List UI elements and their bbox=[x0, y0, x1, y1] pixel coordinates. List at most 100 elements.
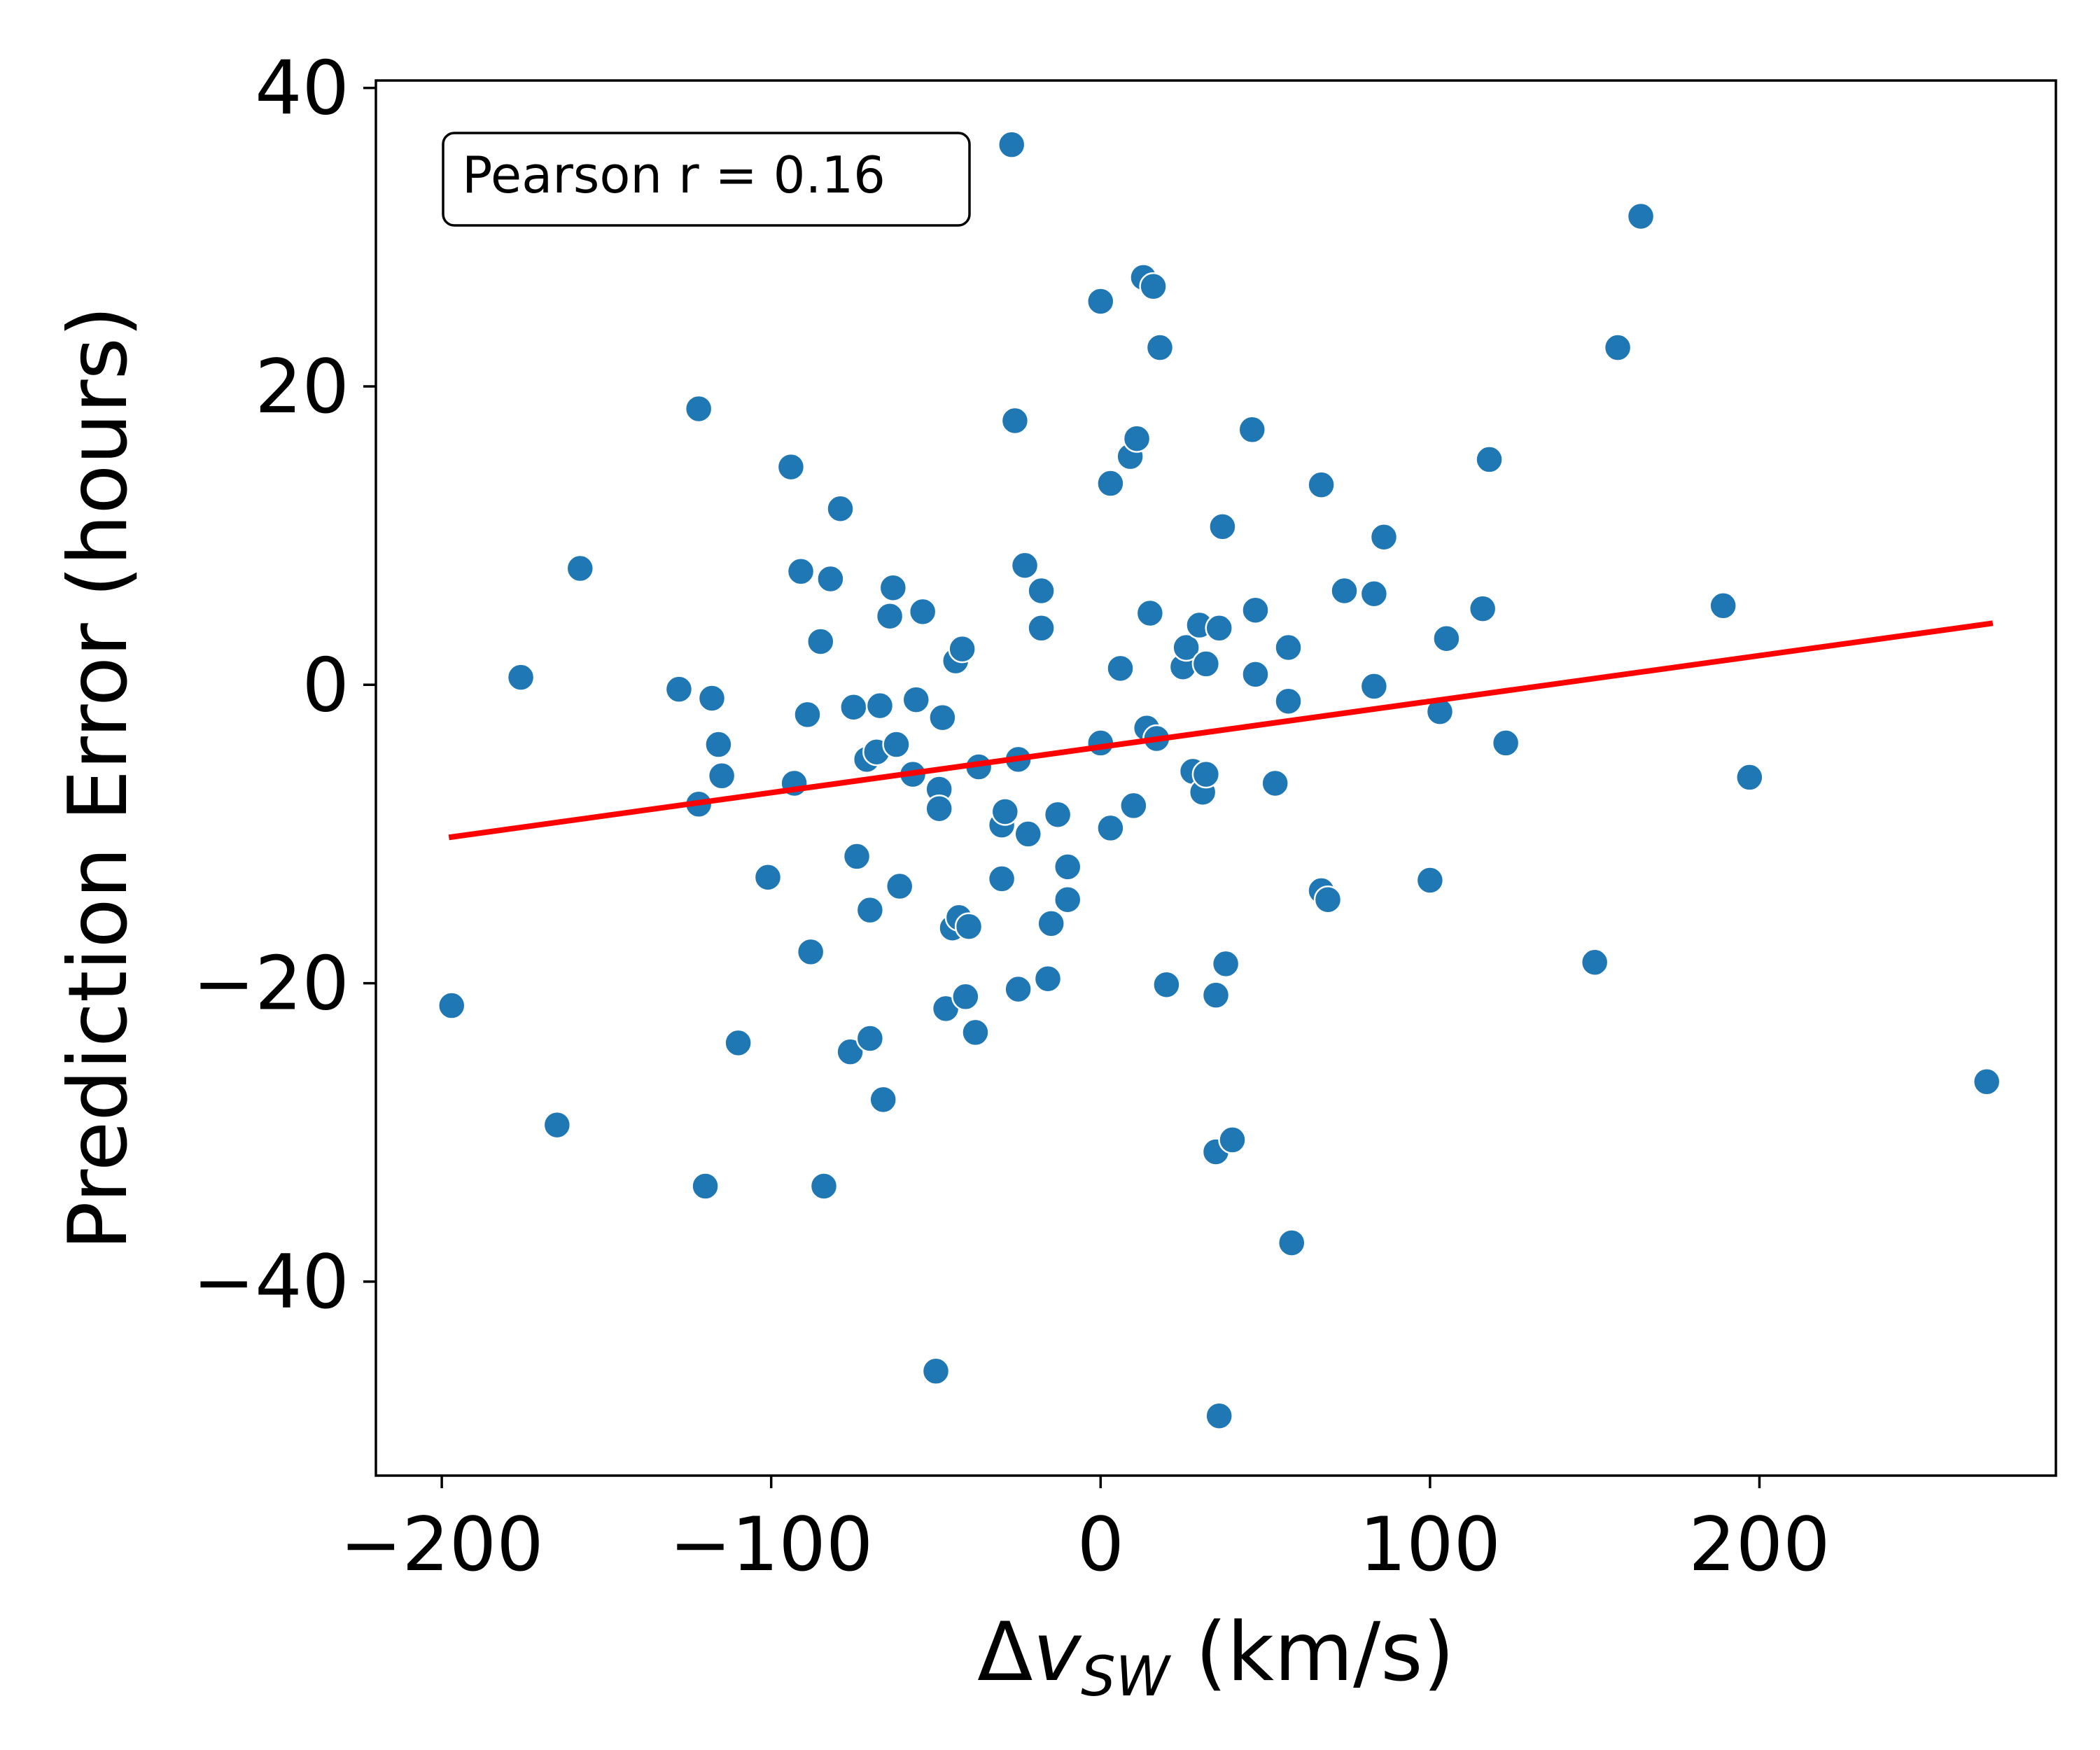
data-point bbox=[793, 700, 822, 729]
data-point bbox=[1415, 866, 1445, 895]
data-point bbox=[951, 982, 980, 1011]
data-point bbox=[842, 842, 872, 871]
data-point bbox=[1432, 624, 1461, 653]
data-point bbox=[437, 991, 466, 1020]
y-tick-label: −40 bbox=[192, 1239, 349, 1325]
data-point bbox=[1201, 981, 1231, 1009]
data-point bbox=[1274, 633, 1303, 662]
data-point bbox=[1119, 791, 1148, 820]
regression-line bbox=[448, 620, 1994, 841]
data-point bbox=[1172, 633, 1200, 662]
data-point bbox=[1152, 970, 1181, 999]
data-point bbox=[987, 864, 1016, 893]
data-point bbox=[1191, 760, 1221, 789]
x-tick-label: 0 bbox=[1077, 1502, 1124, 1588]
data-point bbox=[1027, 576, 1056, 606]
data-point bbox=[1241, 660, 1270, 689]
data-point bbox=[776, 452, 806, 482]
x-axis-label-units: (km/s) bbox=[1170, 1605, 1455, 1700]
data-point bbox=[954, 912, 983, 941]
data-point bbox=[908, 597, 937, 626]
data-point bbox=[1014, 820, 1043, 848]
data-point bbox=[1000, 406, 1030, 435]
data-point bbox=[1053, 885, 1082, 914]
data-point bbox=[1359, 580, 1389, 608]
x-tick-label: 100 bbox=[1359, 1502, 1501, 1588]
y-axis-ticks: −40 −20 0 20 40 bbox=[192, 46, 376, 1325]
data-point bbox=[1037, 909, 1065, 938]
data-point bbox=[816, 564, 845, 594]
data-point bbox=[1626, 202, 1656, 231]
data-point bbox=[1972, 1068, 2001, 1096]
data-point bbox=[806, 627, 835, 656]
data-point bbox=[1359, 672, 1389, 701]
data-point bbox=[1211, 949, 1240, 979]
x-axis-label-variable: v bbox=[1032, 1605, 1082, 1700]
pearson-annotation: Pearson r = 0.16 bbox=[442, 132, 971, 227]
data-point bbox=[506, 663, 536, 692]
data-point bbox=[839, 693, 868, 722]
data-point bbox=[566, 554, 595, 583]
data-point bbox=[1603, 333, 1632, 362]
data-point bbox=[961, 1018, 990, 1047]
data-point bbox=[1027, 614, 1056, 643]
data-point bbox=[1139, 272, 1168, 301]
data-point bbox=[1277, 1228, 1306, 1257]
data-point bbox=[684, 394, 713, 424]
y-tick-label: −20 bbox=[192, 941, 349, 1027]
data-point bbox=[948, 634, 976, 664]
data-point bbox=[1580, 948, 1609, 976]
data-point bbox=[885, 872, 914, 901]
data-point bbox=[1208, 512, 1237, 541]
data-point bbox=[786, 557, 816, 586]
data-point bbox=[724, 1028, 752, 1058]
data-point bbox=[1096, 813, 1125, 843]
data-point bbox=[882, 730, 911, 759]
y-tick-label: 20 bbox=[255, 344, 349, 430]
x-axis-label: ΔvSW (km/s) bbox=[977, 1605, 1455, 1709]
data-point bbox=[878, 573, 908, 602]
data-point bbox=[997, 130, 1026, 159]
data-point bbox=[1238, 415, 1267, 444]
y-tick-label: 40 bbox=[255, 46, 349, 132]
data-point bbox=[1330, 576, 1359, 606]
data-point bbox=[753, 862, 783, 892]
data-point bbox=[826, 494, 855, 524]
data-point bbox=[990, 797, 1020, 826]
data-point bbox=[855, 1024, 885, 1053]
data-point bbox=[707, 762, 736, 790]
data-point bbox=[902, 685, 931, 714]
data-point bbox=[1218, 1126, 1247, 1154]
data-point bbox=[664, 675, 694, 704]
data-point bbox=[1135, 598, 1165, 628]
data-point bbox=[1241, 596, 1270, 624]
annotation-box bbox=[442, 132, 971, 227]
data-point bbox=[697, 684, 727, 713]
data-point bbox=[809, 1172, 839, 1200]
data-point bbox=[1313, 885, 1343, 914]
data-point bbox=[855, 895, 885, 925]
data-point bbox=[1010, 551, 1040, 580]
annotation-text: Pearson r = 0.16 bbox=[462, 146, 886, 204]
data-point bbox=[691, 1172, 720, 1200]
data-point bbox=[1096, 469, 1125, 498]
data-point bbox=[1205, 1401, 1233, 1430]
data-point bbox=[1475, 445, 1504, 474]
data-point bbox=[925, 794, 953, 823]
data-point bbox=[1369, 523, 1399, 552]
regression-line-group bbox=[448, 620, 1994, 841]
x-tick-label: 200 bbox=[1688, 1502, 1830, 1588]
data-point bbox=[1205, 614, 1233, 643]
data-point bbox=[1043, 800, 1072, 829]
x-tick-label: −100 bbox=[669, 1502, 873, 1588]
data-point bbox=[1086, 287, 1115, 316]
data-point bbox=[869, 1085, 897, 1114]
data-point bbox=[1274, 687, 1303, 715]
data-point bbox=[875, 601, 904, 631]
x-tick-label: −200 bbox=[340, 1502, 544, 1588]
data-point bbox=[1491, 729, 1520, 757]
data-point bbox=[1261, 769, 1289, 798]
data-point bbox=[1033, 964, 1063, 993]
x-axis-label-subscript: SW bbox=[1081, 1646, 1172, 1709]
data-point bbox=[1004, 974, 1032, 1004]
